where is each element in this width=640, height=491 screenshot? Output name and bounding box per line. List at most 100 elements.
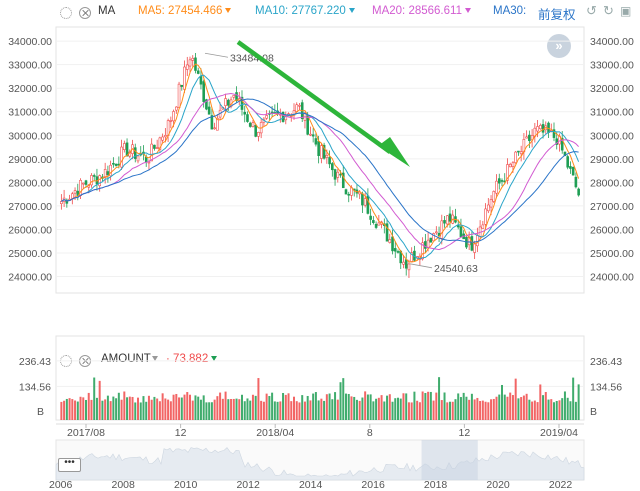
settings-gear-icon[interactable] [60, 7, 72, 19]
volume-bar [76, 401, 79, 420]
volume-bar [219, 392, 222, 420]
price-tick-left: 29000.00 [8, 154, 52, 166]
volume-bar [429, 391, 432, 420]
navigator-more-icon[interactable]: ••• [58, 458, 81, 472]
candle-body [169, 120, 173, 122]
candle-body [133, 147, 137, 159]
candle-body [311, 134, 315, 137]
expand-panel-button[interactable]: » [547, 34, 571, 58]
fullscreen-icon[interactable]: ▣ [620, 4, 632, 18]
close-icon[interactable] [79, 7, 91, 19]
candle-body [73, 190, 77, 194]
volume-bar [542, 395, 545, 420]
volume-bar [334, 392, 337, 420]
volume-bar [498, 394, 501, 420]
volume-bar [536, 402, 539, 420]
volume-bar [533, 400, 536, 420]
candle-body [388, 239, 392, 243]
candle-body [180, 84, 184, 87]
volume-bar [117, 392, 120, 420]
volume-bar [79, 396, 82, 420]
volume-bar [213, 399, 216, 420]
volume-bar [509, 392, 512, 420]
volume-bar [394, 398, 397, 420]
amount-separator: · [166, 353, 170, 365]
candle-body [153, 144, 156, 149]
candle-body [440, 220, 444, 239]
volume-bar [145, 401, 148, 420]
volume-bar [418, 402, 421, 420]
volume-bar [137, 397, 139, 420]
annotation-leader [204, 52, 229, 58]
candle-body [106, 171, 110, 176]
trend-arrow-shaft [236, 40, 392, 154]
price-tick-right: 26000.00 [590, 224, 634, 236]
candle-body [216, 117, 219, 131]
candle-body [552, 129, 556, 138]
volume-bar [561, 398, 564, 420]
volume-bar [372, 401, 375, 420]
volume-bar [254, 395, 257, 420]
price-adjust-button[interactable]: 前复权 [538, 8, 576, 22]
volume-bar [189, 394, 191, 420]
price-tick-right: 34000.00 [590, 36, 634, 48]
volume-bar [180, 397, 183, 420]
candle-body [164, 135, 167, 138]
candle-body [396, 251, 400, 253]
ma10-value: 27767.220 [291, 5, 346, 17]
volume-bar [260, 400, 263, 420]
low-annotation: 24540.63 [434, 263, 478, 275]
volume-bar [246, 398, 249, 420]
amount-tick-right: 236.43 [590, 356, 622, 368]
candle-body [487, 204, 490, 212]
volume-bar [265, 393, 268, 420]
candle-body [120, 146, 123, 168]
ma-indicator-label[interactable]: MA [98, 5, 116, 17]
volume-bar [191, 400, 194, 420]
amount-tick-left: 134.56 [19, 381, 51, 393]
ma20-dropdown-icon[interactable] [464, 8, 471, 14]
ma5-dropdown-icon[interactable] [225, 8, 232, 14]
ma10-readout: MA10: 27767.220 [255, 5, 355, 17]
candle-body [84, 180, 88, 185]
candle-body [205, 99, 208, 110]
volume-bar [364, 391, 367, 420]
volume-bar [443, 392, 446, 420]
candle-body [536, 126, 539, 132]
volume-bar [350, 396, 353, 420]
volume-bar [284, 394, 287, 420]
candle-body [306, 115, 309, 135]
amount-indicator-label[interactable]: AMOUNT [101, 353, 151, 365]
candle-body [331, 163, 334, 171]
volume-bar [306, 395, 309, 420]
volume-bar [421, 391, 424, 420]
undo-icon[interactable]: ↺ [586, 3, 597, 18]
volume-bar [186, 392, 189, 420]
candle-body [232, 95, 236, 98]
volume-bar [383, 401, 386, 420]
amount-tick-left: 236.43 [19, 356, 51, 368]
volume-bar [101, 400, 104, 420]
candle-body [227, 99, 230, 106]
candle-body [470, 236, 474, 251]
volume-bar [241, 394, 243, 420]
ma10-dropdown-icon[interactable] [348, 8, 355, 14]
volume-bar [345, 393, 347, 420]
price-tick-left: 26000.00 [8, 224, 52, 236]
navigator-window [421, 440, 478, 480]
candle-body [224, 98, 227, 106]
volume-bar [388, 394, 391, 420]
volume-bar [511, 395, 514, 420]
candle-body [339, 173, 342, 176]
volume-bar [303, 401, 306, 420]
volume-bar [391, 401, 394, 420]
redo-icon[interactable]: ↻ [603, 3, 614, 18]
volume-bar [262, 401, 265, 420]
amount-value-dropdown-icon[interactable] [211, 356, 218, 362]
candle-body [317, 141, 320, 156]
volume-bar [120, 399, 123, 420]
candle-body [336, 171, 340, 178]
amount-dropdown-icon[interactable] [149, 353, 158, 365]
volume-bar [501, 384, 503, 420]
